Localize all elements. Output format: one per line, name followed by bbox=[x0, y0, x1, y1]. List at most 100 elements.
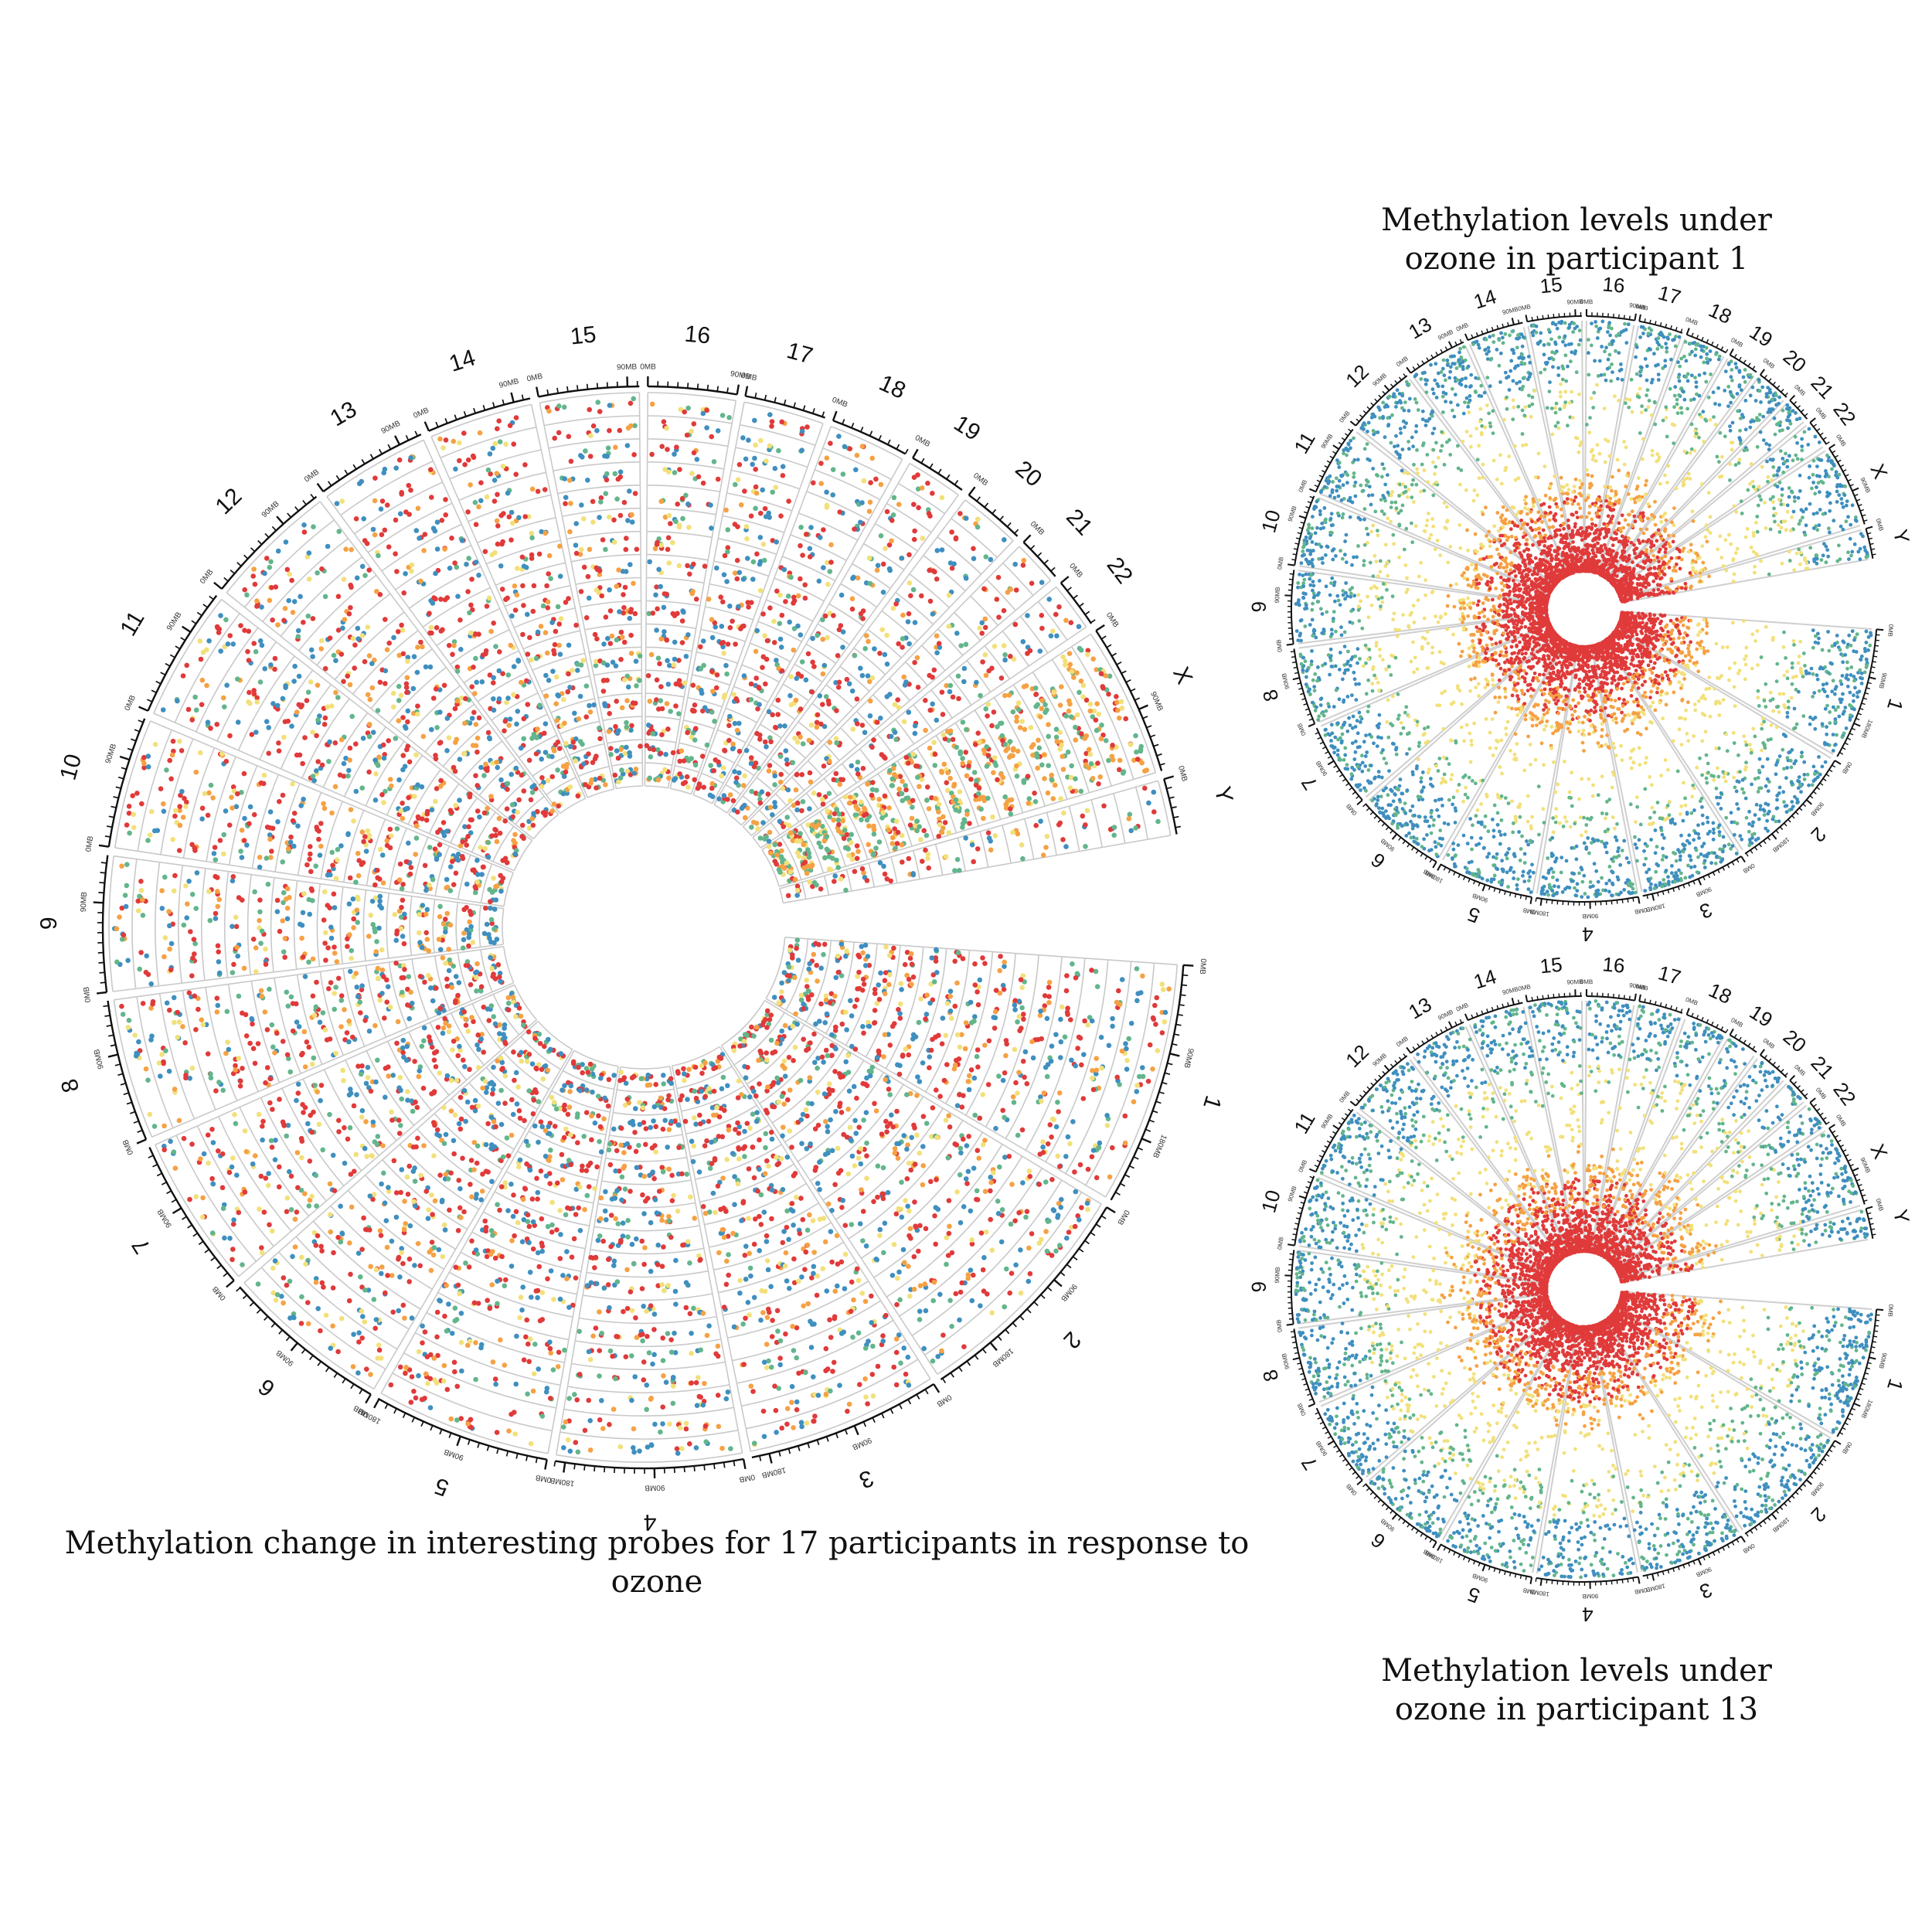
data-point bbox=[366, 624, 371, 630]
data-point bbox=[703, 1094, 709, 1100]
track-ring bbox=[729, 815, 741, 825]
data-point bbox=[999, 1240, 1005, 1245]
data-point bbox=[299, 1321, 304, 1326]
data-point bbox=[294, 709, 300, 715]
track-ring bbox=[363, 890, 366, 961]
data-point bbox=[859, 1187, 864, 1192]
data-point bbox=[801, 1037, 806, 1043]
data-point bbox=[1079, 1205, 1084, 1210]
data-point bbox=[459, 1340, 464, 1345]
data-point bbox=[204, 683, 209, 689]
data-point bbox=[275, 909, 281, 914]
data-point bbox=[961, 1344, 967, 1349]
data-point bbox=[661, 1358, 666, 1363]
data-point bbox=[832, 1316, 838, 1321]
data-point bbox=[493, 644, 498, 649]
data-point bbox=[548, 1148, 553, 1153]
data-point bbox=[726, 1273, 731, 1278]
data-point bbox=[547, 1181, 553, 1186]
data-point bbox=[811, 1419, 816, 1424]
data-point bbox=[561, 1424, 566, 1430]
data-point bbox=[463, 1260, 468, 1266]
data-point bbox=[220, 1088, 226, 1094]
data-point bbox=[389, 1117, 395, 1123]
data-point bbox=[268, 662, 274, 668]
data-point bbox=[406, 795, 411, 801]
data-point bbox=[947, 1231, 952, 1236]
data-point bbox=[645, 1073, 651, 1078]
data-point bbox=[386, 738, 391, 743]
data-point bbox=[531, 1219, 536, 1225]
data-point bbox=[906, 1209, 912, 1214]
data-point bbox=[399, 1097, 404, 1102]
data-point bbox=[964, 1176, 969, 1182]
data-point bbox=[1162, 1019, 1168, 1025]
data-point bbox=[481, 1049, 486, 1055]
data-point bbox=[314, 1173, 319, 1179]
data-point bbox=[200, 806, 206, 811]
data-point bbox=[689, 1380, 694, 1386]
data-point bbox=[277, 929, 283, 934]
data-point bbox=[420, 903, 426, 908]
data-point bbox=[735, 1121, 740, 1126]
data-point bbox=[498, 777, 504, 783]
data-point bbox=[275, 819, 281, 825]
data-point bbox=[144, 1066, 149, 1072]
data-point bbox=[276, 549, 281, 554]
data-point bbox=[706, 1323, 712, 1328]
data-point bbox=[772, 995, 777, 1000]
data-point bbox=[981, 1092, 986, 1097]
data-point bbox=[716, 1183, 721, 1189]
data-point bbox=[398, 1088, 403, 1094]
data-point bbox=[498, 439, 503, 444]
data-point bbox=[665, 1331, 671, 1336]
data-point bbox=[966, 1079, 971, 1084]
data-point bbox=[584, 1110, 590, 1115]
data-point bbox=[721, 1206, 726, 1211]
data-point bbox=[288, 835, 294, 840]
data-point bbox=[590, 1066, 595, 1072]
data-point bbox=[1021, 1017, 1026, 1022]
data-point bbox=[899, 987, 904, 992]
track-ring bbox=[248, 875, 252, 975]
track-ring bbox=[709, 752, 735, 764]
data-point bbox=[291, 679, 297, 684]
track-ring bbox=[382, 525, 461, 572]
data-point bbox=[265, 1065, 270, 1070]
data-point bbox=[817, 1187, 822, 1192]
track-ring bbox=[645, 693, 684, 697]
data-point bbox=[247, 690, 252, 696]
data-point bbox=[430, 600, 436, 606]
data-point bbox=[527, 1224, 532, 1230]
track-ring bbox=[780, 889, 783, 903]
data-point bbox=[621, 1309, 626, 1315]
data-point bbox=[573, 758, 579, 764]
data-point bbox=[298, 803, 304, 808]
data-point bbox=[546, 600, 551, 605]
data-point bbox=[144, 970, 149, 975]
data-point bbox=[592, 1265, 597, 1270]
data-point bbox=[730, 1231, 736, 1236]
data-point bbox=[416, 816, 421, 821]
data-point bbox=[473, 631, 478, 637]
data-point bbox=[403, 724, 408, 730]
data-point bbox=[453, 706, 458, 712]
data-point bbox=[329, 850, 335, 855]
data-point bbox=[880, 1338, 886, 1344]
data-point bbox=[401, 753, 406, 758]
data-point bbox=[697, 1258, 702, 1264]
data-point bbox=[438, 740, 444, 745]
data-point bbox=[299, 936, 304, 941]
data-point bbox=[437, 937, 442, 942]
data-point bbox=[904, 1147, 910, 1152]
data-point bbox=[402, 912, 407, 917]
track-ring bbox=[317, 594, 390, 665]
data-point bbox=[874, 1108, 879, 1114]
data-point bbox=[402, 941, 407, 947]
data-point bbox=[599, 1398, 604, 1403]
data-point bbox=[881, 1192, 886, 1197]
data-point bbox=[775, 1328, 781, 1334]
data-point bbox=[491, 971, 496, 977]
data-point bbox=[505, 806, 510, 811]
data-point bbox=[371, 1120, 376, 1125]
